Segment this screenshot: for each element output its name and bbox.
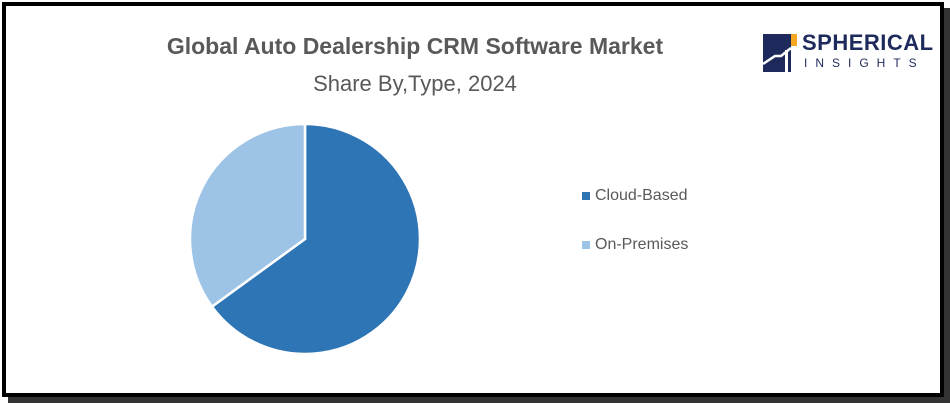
legend-item-cloud-based: Cloud-Based [582, 183, 688, 208]
logo-name: SPHERICAL [802, 30, 934, 55]
logo-mark-icon [762, 34, 797, 72]
chart-title: Global Auto Dealership CRM Software Mark… [166, 33, 664, 59]
pie-slice-cloud-based [210, 122, 422, 356]
chart-subtitle: Share By,Type, 2024 [313, 71, 517, 96]
legend-label: On-Premises [595, 235, 689, 253]
logo-subtitle: INSIGHTS [804, 56, 925, 70]
spherical-insights-logo: SPHERICAL INSIGHTS [762, 30, 933, 77]
legend-label: Cloud-Based [595, 186, 688, 204]
pie-slice-on-premises [188, 122, 307, 309]
legend-item-on-premises: On-Premises [582, 232, 688, 257]
legend: Cloud-Based On-Premises [582, 183, 688, 281]
legend-swatch [582, 191, 590, 200]
legend-swatch [582, 240, 590, 249]
